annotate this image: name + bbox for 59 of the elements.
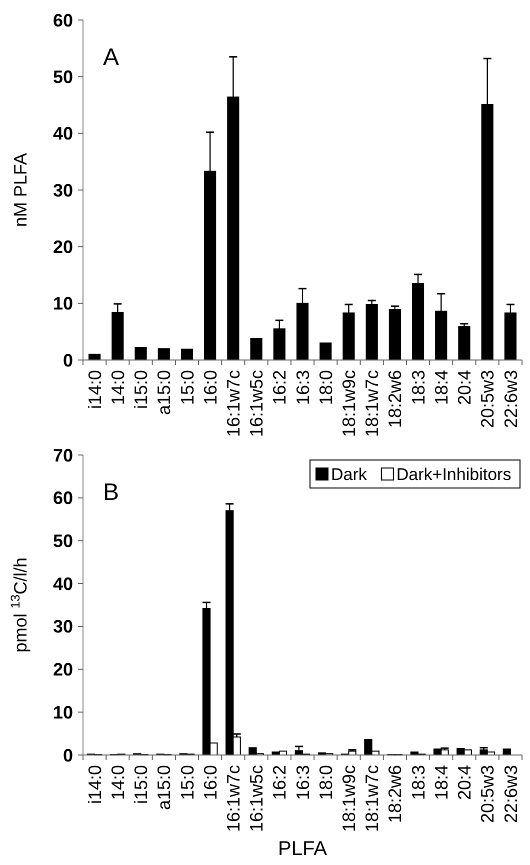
legend-label: Dark+Inhibitors xyxy=(396,464,512,484)
y-tick-label: 0 xyxy=(62,745,73,766)
x-tick-label: 20:5w3 xyxy=(478,370,498,428)
annotation: A xyxy=(103,44,120,71)
x-tick-label: 16:1w7c xyxy=(223,370,244,438)
x-tick-label: 18:3 xyxy=(408,765,428,800)
x-tick-label: 18:1w7c xyxy=(362,370,382,438)
x-tick-label: 16:1w5c xyxy=(246,765,267,832)
x-tick-label: 14:0 xyxy=(108,765,128,800)
x-tick-label: 22:6w3 xyxy=(500,765,521,824)
x-tick-label: 16:1w7c xyxy=(223,765,244,832)
x-tick-label: i14:0 xyxy=(84,370,105,410)
x-tick-label: 16:3 xyxy=(292,765,313,800)
y-tick-label: 60 xyxy=(52,10,73,30)
legend-label: Dark xyxy=(331,464,368,484)
x-tick-label: a15:0 xyxy=(154,765,174,810)
x-tick-label: 18:0 xyxy=(316,370,336,406)
x-tick-label: 16:0 xyxy=(200,765,220,800)
y-tick-label: 40 xyxy=(52,574,73,594)
x-tick-label: 16:0 xyxy=(200,370,220,406)
y-tick-label: 10 xyxy=(52,294,73,314)
x-tick-label: 20:5w3 xyxy=(478,765,498,824)
x-tick-label: 16:2 xyxy=(270,765,290,800)
x-tick-label: 16:2 xyxy=(270,370,290,406)
x-tick-label: 20:4 xyxy=(454,765,475,800)
y-tick-label: 40 xyxy=(52,124,73,144)
x-tick-label: 18:1w9c xyxy=(339,370,360,438)
y-tick-label: 30 xyxy=(52,180,73,200)
x-tick-label: i15:0 xyxy=(131,370,152,410)
y-tick-label: 60 xyxy=(52,488,73,508)
y-tick-label: 70 xyxy=(52,445,73,466)
x-tick-label: 15:0 xyxy=(177,765,198,800)
y-tick-label: 20 xyxy=(52,236,73,257)
annotation: B xyxy=(103,479,120,506)
x-tick-label: i15:0 xyxy=(131,765,152,804)
x-tick-label: 18:1w9c xyxy=(339,765,360,832)
x-tick-label: a15:0 xyxy=(154,370,174,416)
y-tick-label: 30 xyxy=(52,616,73,637)
y-axis-title: nM PLFA xyxy=(10,152,30,228)
x-tick-label: 18:3 xyxy=(408,370,428,406)
x-tick-label: 22:6w3 xyxy=(500,370,521,428)
x-tick-label: 18:0 xyxy=(316,765,336,800)
y-tick-label: 10 xyxy=(52,702,73,722)
x-tick-label: 14:0 xyxy=(108,370,128,406)
x-tick-label: i14:0 xyxy=(84,765,105,804)
y-tick-label: 50 xyxy=(52,66,73,87)
x-tick-label: 18:2w6 xyxy=(385,765,406,824)
x-tick-label: 16:3 xyxy=(292,370,313,406)
x-tick-label: 16:1w5c xyxy=(246,370,267,438)
x-tick-label: 20:4 xyxy=(454,370,475,406)
y-tick-label: 0 xyxy=(62,350,73,370)
x-tick-label: 18:4 xyxy=(431,765,452,800)
x-tick-label: 18:4 xyxy=(431,370,452,406)
y-tick-label: 20 xyxy=(52,660,73,680)
x-axis-title: PLFA xyxy=(278,838,328,860)
x-tick-label: 18:2w6 xyxy=(385,370,406,428)
y-tick-label: 50 xyxy=(52,531,73,552)
x-tick-label: 15:0 xyxy=(177,370,198,406)
x-tick-label: 18:1w7c xyxy=(362,765,382,832)
